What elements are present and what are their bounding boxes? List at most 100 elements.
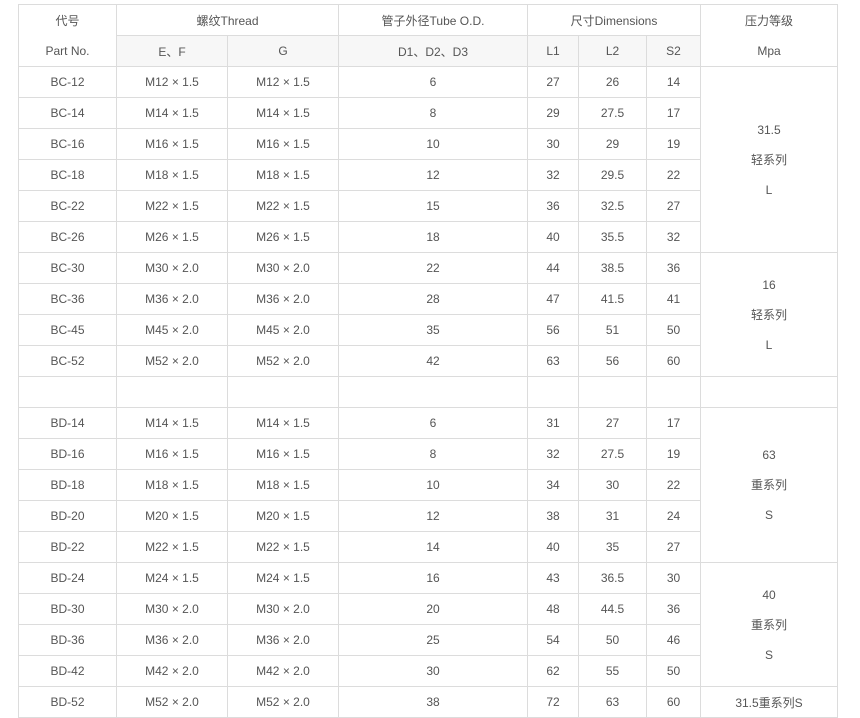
table-cell: M22 × 1.5: [116, 531, 228, 563]
table-cell: M52 × 2.0: [116, 686, 228, 718]
table-cell: M14 × 1.5: [227, 407, 339, 439]
table-cell: BC-12: [18, 66, 117, 98]
table-cell: BD-52: [18, 686, 117, 718]
table-cell: M22 × 1.5: [116, 190, 228, 222]
table-cell: 48: [527, 593, 579, 625]
table-cell: 60: [646, 345, 701, 377]
table-cell: 22: [338, 252, 528, 284]
table-cell: 12: [338, 500, 528, 532]
table-cell: 41: [646, 283, 701, 315]
table-body: BC-12 M12 × 1.5 M12 × 1.5 6 27 26 14 31.5 轻系列 L BC…: [18, 66, 838, 718]
table-cell: M12 × 1.5: [116, 66, 228, 98]
header-text: Part No.: [45, 43, 90, 58]
table-cell: M18 × 1.5: [227, 159, 339, 191]
header-cell: E、F: [116, 35, 228, 67]
table-cell: 27.5: [578, 97, 647, 129]
table-row: BD-30 M30 × 2.0 M30 × 2.0 20 48 44.5 36: [18, 593, 838, 625]
pressure-cell: 16 轻系列 L: [700, 252, 838, 377]
header-cell: 尺寸Dimensions: [527, 4, 701, 36]
table-cell: M30 × 2.0: [227, 593, 339, 625]
table-row: BD-36 M36 × 2.0 M36 × 2.0 25 54 50 46: [18, 624, 838, 656]
table-row: BC-36 M36 × 2.0 M36 × 2.0 28 47 41.5 41: [18, 283, 838, 315]
table-row: BC-30 M30 × 2.0 M30 × 2.0 22 44 38.5 36 16 轻系列 L: [18, 252, 838, 377]
table-cell: 60: [646, 686, 701, 718]
table-cell: 19: [646, 438, 701, 470]
table-cell: 27: [527, 66, 579, 98]
table-cell: 36: [646, 593, 701, 625]
table-cell: M16 × 1.5: [116, 128, 228, 160]
table-cell: 6: [338, 407, 528, 439]
table-cell: M22 × 1.5: [227, 190, 339, 222]
table-cell: 16: [338, 562, 528, 594]
table-cell: 50: [578, 624, 647, 656]
table-cell: 47: [527, 283, 579, 315]
table-cell: 27.5: [578, 438, 647, 470]
header-text: Mpa: [757, 43, 781, 58]
table-cell: M52 × 2.0: [116, 345, 228, 377]
table-cell: 63: [527, 345, 579, 377]
table-cell: M24 × 1.5: [116, 562, 228, 594]
table-cell: 30: [646, 562, 701, 594]
table-cell: BC-18: [18, 159, 117, 191]
table-cell: M18 × 1.5: [227, 469, 339, 501]
table-cell: 31: [578, 500, 647, 532]
table-cell: BD-42: [18, 655, 117, 687]
pressure-text: S: [764, 647, 773, 662]
table-cell: M36 × 2.0: [116, 283, 228, 315]
empty-cell: [338, 376, 528, 408]
table-row: BC-16 M16 × 1.5 M16 × 1.5 10 30 29 19: [18, 128, 838, 160]
empty-cell: [527, 376, 579, 408]
table-cell: M52 × 2.0: [227, 686, 339, 718]
pressure-text: 16: [762, 277, 776, 292]
table-cell: 27: [646, 531, 701, 563]
table-cell: BC-52: [18, 345, 117, 377]
table-cell: BD-14: [18, 407, 117, 439]
table-cell: 51: [578, 314, 647, 346]
table-cell: BC-36: [18, 283, 117, 315]
pressure-text: 31.5: [757, 122, 781, 137]
table-cell: 27: [646, 190, 701, 222]
table-row: BD-24 M24 × 1.5 M24 × 1.5 16 43 36.5 30 40 重系列 S: [18, 562, 838, 687]
table-cell: BC-16: [18, 128, 117, 160]
table-row: BC-26 M26 × 1.5 M26 × 1.5 18 40 35.5 32: [18, 221, 838, 253]
table-row: BC-14 M14 × 1.5 M14 × 1.5 8 29 27.5 17: [18, 97, 838, 129]
table-cell: BD-22: [18, 531, 117, 563]
table-row: BC-22 M22 × 1.5 M22 × 1.5 15 36 32.5 27: [18, 190, 838, 222]
table-cell: 15: [338, 190, 528, 222]
table-cell: M26 × 1.5: [116, 221, 228, 253]
table-cell: M52 × 2.0: [227, 345, 339, 377]
table-cell: 43: [527, 562, 579, 594]
pressure-cell: 40 重系列 S: [700, 562, 838, 687]
table-cell: M42 × 2.0: [227, 655, 339, 687]
table-cell: 36: [527, 190, 579, 222]
table-cell: 50: [646, 655, 701, 687]
table-cell: 17: [646, 97, 701, 129]
empty-cell: [116, 376, 228, 408]
table-cell: 32.5: [578, 190, 647, 222]
header-cell: S2: [646, 35, 701, 67]
header-cell: 代号 Part No.: [18, 4, 117, 67]
table-cell: 24: [646, 500, 701, 532]
table-cell: M12 × 1.5: [227, 66, 339, 98]
table-cell: 35: [338, 314, 528, 346]
table-cell: M14 × 1.5: [116, 97, 228, 129]
table-cell: 25: [338, 624, 528, 656]
table-cell: M30 × 2.0: [227, 252, 339, 284]
empty-cell: [578, 376, 647, 408]
header-cell: L2: [578, 35, 647, 67]
table-cell: M36 × 2.0: [227, 624, 339, 656]
table-cell: 54: [527, 624, 579, 656]
table-cell: 50: [646, 314, 701, 346]
empty-cell: [646, 376, 701, 408]
table-cell: M24 × 1.5: [227, 562, 339, 594]
table-cell: M14 × 1.5: [227, 97, 339, 129]
table-cell: 31: [527, 407, 579, 439]
table-cell: 14: [646, 66, 701, 98]
header-cell: L1: [527, 35, 579, 67]
table-cell: 10: [338, 128, 528, 160]
table-cell: 40: [527, 531, 579, 563]
table-cell: 36: [646, 252, 701, 284]
table-cell: 38: [338, 686, 528, 718]
table-cell: 22: [646, 469, 701, 501]
table-row: BD-22 M22 × 1.5 M22 × 1.5 14 40 35 27: [18, 531, 838, 563]
